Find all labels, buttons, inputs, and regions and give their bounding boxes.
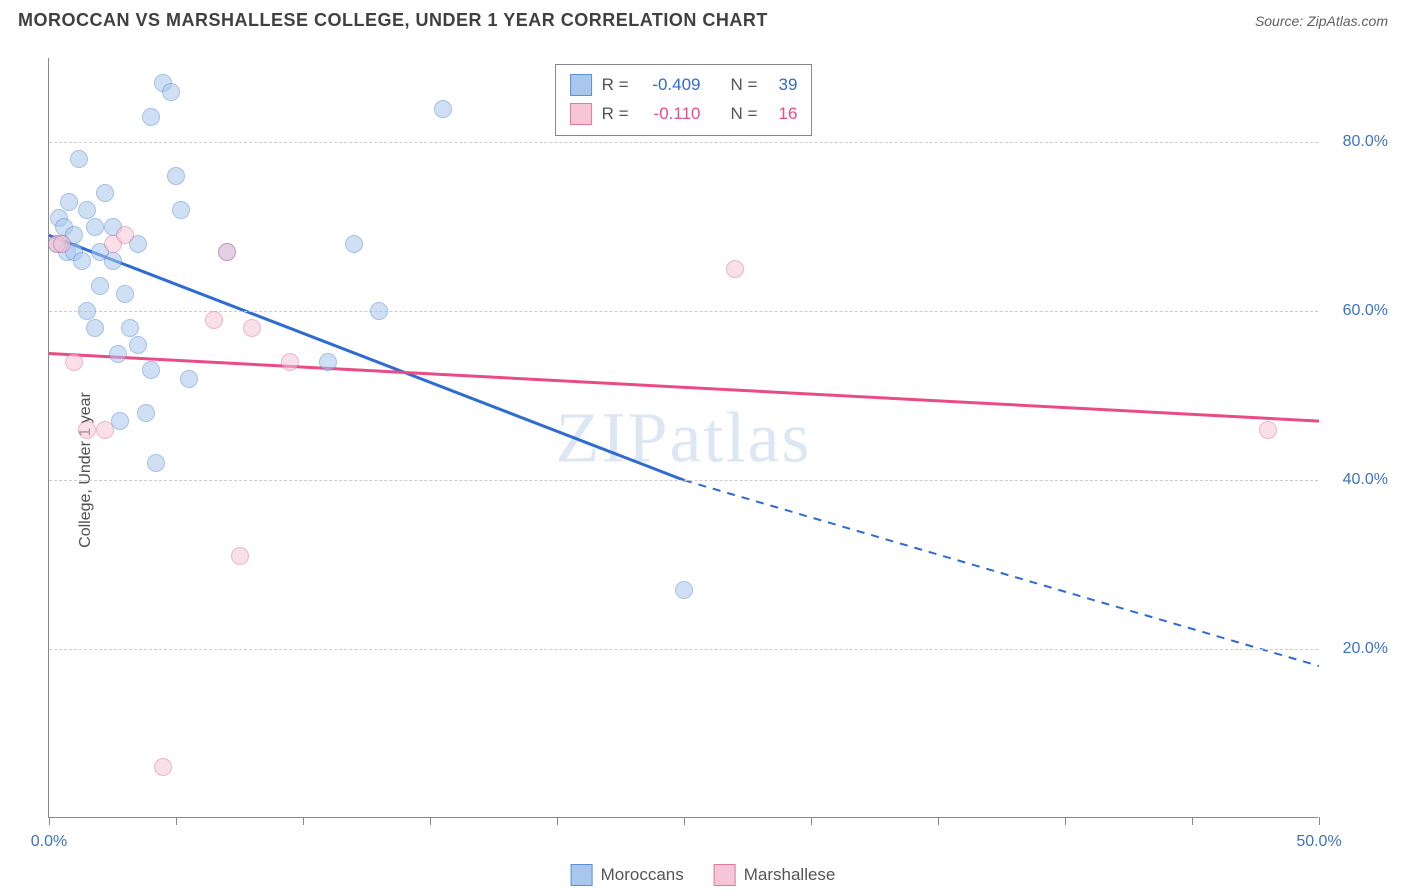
data-point xyxy=(675,581,693,599)
x-tick xyxy=(303,817,304,825)
gridline xyxy=(49,480,1318,481)
x-tick xyxy=(938,817,939,825)
data-point xyxy=(147,454,165,472)
data-point xyxy=(231,547,249,565)
x-tick-label: 50.0% xyxy=(1296,833,1341,851)
data-point xyxy=(434,100,452,118)
data-point xyxy=(243,319,261,337)
data-point xyxy=(142,361,160,379)
source-attribution: Source: ZipAtlas.com xyxy=(1255,13,1388,29)
data-point xyxy=(65,353,83,371)
data-point xyxy=(319,353,337,371)
y-tick-label: 40.0% xyxy=(1328,471,1388,489)
data-point xyxy=(78,302,96,320)
x-tick xyxy=(557,817,558,825)
data-point xyxy=(218,243,236,261)
data-point xyxy=(345,235,363,253)
legend-item: Marshallese xyxy=(714,864,836,886)
data-point xyxy=(104,252,122,270)
data-point xyxy=(109,345,127,363)
data-point xyxy=(73,252,91,270)
gridline xyxy=(49,311,1318,312)
x-tick xyxy=(1065,817,1066,825)
x-tick xyxy=(684,817,685,825)
data-point xyxy=(86,319,104,337)
trend-lines-svg xyxy=(49,58,1319,818)
data-point xyxy=(60,193,78,211)
data-point xyxy=(162,83,180,101)
data-point xyxy=(281,353,299,371)
data-point xyxy=(172,201,190,219)
data-point xyxy=(370,302,388,320)
data-point xyxy=(205,311,223,329)
data-point xyxy=(91,277,109,295)
legend-label: Marshallese xyxy=(744,865,836,885)
data-point xyxy=(116,285,134,303)
x-tick xyxy=(1192,817,1193,825)
data-point xyxy=(180,370,198,388)
y-tick-label: 80.0% xyxy=(1328,133,1388,151)
data-point xyxy=(137,404,155,422)
x-tick xyxy=(49,817,50,825)
chart-title: MOROCCAN VS MARSHALLESE COLLEGE, UNDER 1… xyxy=(18,10,768,31)
data-point xyxy=(86,218,104,236)
data-point xyxy=(129,336,147,354)
data-point xyxy=(96,184,114,202)
y-tick-label: 60.0% xyxy=(1328,302,1388,320)
x-tick xyxy=(430,817,431,825)
data-point xyxy=(53,235,71,253)
series-legend: Moroccans Marshallese xyxy=(571,864,836,886)
trend-line xyxy=(49,354,1319,422)
gridline xyxy=(49,649,1318,650)
data-point xyxy=(70,150,88,168)
x-tick xyxy=(176,817,177,825)
plot-area: ZIPatlas R =-0.409N =39R =-0.110N =16 20… xyxy=(48,58,1318,818)
data-point xyxy=(142,108,160,126)
data-point xyxy=(116,226,134,244)
data-point xyxy=(96,421,114,439)
data-point xyxy=(78,201,96,219)
x-tick xyxy=(811,817,812,825)
y-tick-label: 20.0% xyxy=(1328,640,1388,658)
data-point xyxy=(154,758,172,776)
x-tick-label: 0.0% xyxy=(31,833,67,851)
gridline xyxy=(49,142,1318,143)
data-point xyxy=(78,421,96,439)
legend-item: Moroccans xyxy=(571,864,684,886)
legend-swatch xyxy=(714,864,736,886)
legend-label: Moroccans xyxy=(601,865,684,885)
data-point xyxy=(121,319,139,337)
data-point xyxy=(167,167,185,185)
chart-container: College, Under 1 year ZIPatlas R =-0.409… xyxy=(0,48,1406,892)
x-tick xyxy=(1319,817,1320,825)
trend-line-extrapolated xyxy=(684,480,1319,666)
legend-swatch xyxy=(571,864,593,886)
data-point xyxy=(726,260,744,278)
data-point xyxy=(1259,421,1277,439)
